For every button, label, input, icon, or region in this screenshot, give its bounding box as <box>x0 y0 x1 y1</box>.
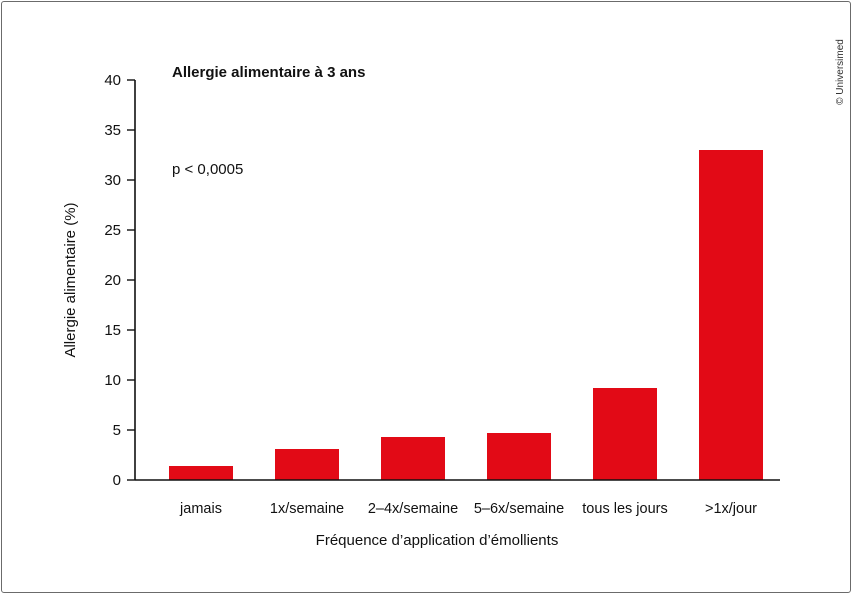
bar <box>381 437 445 480</box>
bar <box>275 449 339 480</box>
y-tick-label: 15 <box>104 322 121 339</box>
y-tick-label: 40 <box>104 72 121 89</box>
y-tick-label: 25 <box>104 222 121 239</box>
bar <box>593 388 657 480</box>
copyright-credit: © Universimed <box>835 39 846 105</box>
x-category-label: jamais <box>179 501 222 517</box>
x-category-label: >1x/jour <box>705 501 757 517</box>
bar <box>169 466 233 480</box>
x-axis-label: Fréquence d’application d’émollients <box>316 532 559 549</box>
y-axis-ticks: 0 5 10 15 20 25 30 35 40 <box>104 72 135 489</box>
bar-group <box>169 150 763 480</box>
y-axis-label: Allergie alimentaire (%) <box>62 202 79 357</box>
chart-title: Allergie alimentaire à 3 ans <box>172 64 365 81</box>
x-category-label: tous les jours <box>582 501 667 517</box>
y-tick-label: 20 <box>104 272 121 289</box>
p-value-annotation: p < 0,0005 <box>172 161 243 178</box>
x-axis-categories: jamais 1x/semaine 2–4x/semaine 5–6x/semaine… <box>179 501 757 517</box>
x-category-label: 5–6x/semaine <box>474 501 564 517</box>
y-tick-label: 30 <box>104 172 121 189</box>
bar <box>487 433 551 480</box>
x-category-label: 1x/semaine <box>270 501 344 517</box>
bar <box>699 150 763 480</box>
y-tick-label: 5 <box>113 422 121 439</box>
y-tick-label: 10 <box>104 372 121 389</box>
y-tick-label: 0 <box>113 472 121 489</box>
y-tick-label: 35 <box>104 122 121 139</box>
x-category-label: 2–4x/semaine <box>368 501 458 517</box>
